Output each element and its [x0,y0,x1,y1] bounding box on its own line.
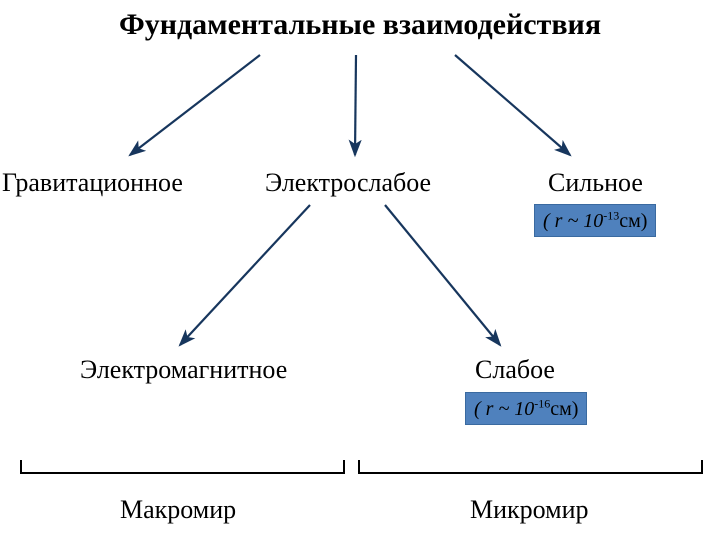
node-microworld: Микромир [470,495,589,525]
arrow-layer [0,0,720,540]
page-title: Фундаментальные взаимодействия [0,8,720,42]
arrow-0 [130,55,260,155]
formula-strong-radius: ( r ~ 10-13см) [534,204,656,237]
formula-weak-radius: ( r ~ 10-16см) [465,392,587,425]
node-macroworld: Макромир [120,495,236,525]
bracket-micro [358,460,703,474]
node-strong: Сильное [548,168,643,198]
bracket-macro [20,460,345,474]
formula-text: ( r ~ 10-16см) [474,398,578,420]
node-electromagnetic: Электромагнитное [80,355,287,385]
arrow-group [130,55,570,345]
arrow-2 [455,55,570,155]
arrow-4 [385,205,500,345]
arrow-3 [180,205,310,345]
node-weak: Слабое [475,355,555,385]
node-electroweak: Электрослабое [265,168,431,198]
formula-text: ( r ~ 10-13см) [543,210,647,232]
arrow-1 [355,55,356,155]
node-gravitational: Гравитационное [2,168,183,198]
